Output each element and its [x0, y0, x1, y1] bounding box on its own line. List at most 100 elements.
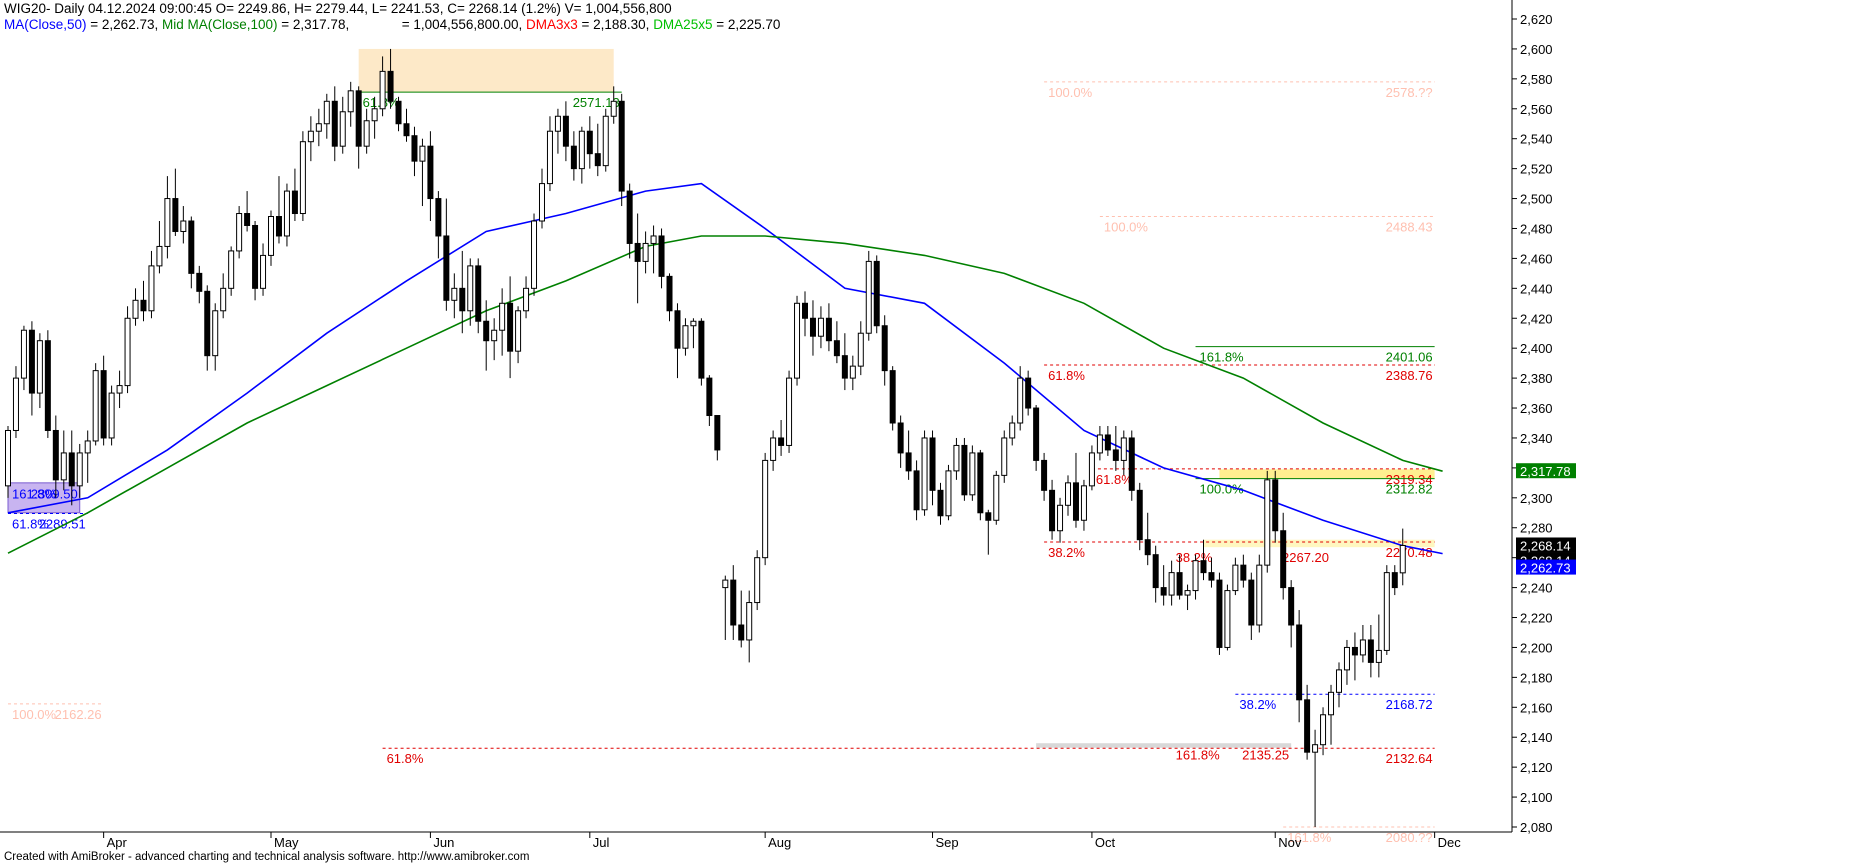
candle-body [188, 220, 195, 274]
candle-body [1120, 437, 1127, 461]
candle-body [809, 317, 816, 337]
candle-body [363, 120, 370, 147]
fib-level-pct: 61.8% [12, 517, 49, 532]
candle-body [690, 320, 697, 327]
y-tick-label: 2,500 [1520, 192, 1553, 207]
candle-body [459, 287, 466, 312]
price-marker-label: 2,262.73 [1520, 561, 1571, 576]
y-tick-label: 2,360 [1520, 401, 1553, 416]
y-tick-label: 2,540 [1520, 132, 1553, 147]
candle-body [132, 299, 139, 319]
candle-body [5, 429, 11, 487]
candle-body [1399, 544, 1406, 574]
candle-body [76, 452, 83, 487]
y-tick-label: 2,300 [1520, 491, 1553, 506]
candle-body [642, 242, 649, 262]
y-tick-label: 2,520 [1520, 162, 1553, 177]
candle-body [244, 213, 251, 226]
candle-body [905, 452, 912, 472]
y-tick-label: 2,420 [1520, 311, 1553, 326]
ma-line [7, 182, 1443, 555]
candle-body [403, 123, 410, 137]
candle-body [658, 235, 665, 277]
price-axis-bg [1512, 0, 1854, 868]
y-tick-label: 2,460 [1520, 251, 1553, 266]
candle-body [12, 377, 19, 431]
candle-body [626, 190, 633, 244]
candle-body [738, 624, 745, 641]
candle-body [299, 141, 306, 215]
candle-body [1335, 669, 1342, 693]
fib-level-pct: 38.2% [1048, 545, 1085, 560]
candle-body [1240, 564, 1247, 581]
candle-body [961, 444, 968, 496]
candle-body [68, 452, 75, 487]
x-month-label: Sep [936, 835, 959, 850]
x-month-label: Aug [768, 835, 791, 850]
candle-body [538, 183, 545, 222]
candle-body [180, 220, 187, 232]
dma25-label: DMA25x5 [653, 17, 713, 32]
candle-body [419, 145, 426, 162]
candle-body [889, 370, 896, 424]
candle-body [212, 310, 219, 357]
fib-level-pct: 161.8% [1176, 747, 1221, 762]
candle-body [666, 275, 673, 312]
ma100-label: Mid MA(Close,100) [161, 17, 278, 32]
candle-body [817, 317, 824, 337]
candle-body [1383, 572, 1390, 651]
candle-body [116, 385, 123, 394]
candle-body [164, 198, 171, 247]
fib-level-value: 2401.06 [1386, 350, 1433, 365]
fib-level-pct: 100.0% [1048, 85, 1093, 100]
candle-body [546, 130, 553, 185]
candle-body [698, 320, 705, 379]
candle-body [802, 302, 808, 319]
candle-body [849, 365, 856, 379]
fib-zone-0 [358, 48, 614, 93]
y-tick-label: 2,480 [1520, 221, 1553, 236]
fib-level-pct: 161.8% [1287, 830, 1332, 845]
fib-zone-1 [1219, 469, 1435, 479]
fib-level-value: 2162.26 [55, 707, 102, 722]
candle-body [1224, 590, 1231, 648]
candle-body [1168, 572, 1175, 596]
candle-body [618, 100, 625, 192]
fib-level-pct: 61.8% [1096, 472, 1133, 487]
candle-body [762, 459, 769, 559]
candle-body [1144, 539, 1151, 556]
x-month-label: Dec [1438, 835, 1462, 850]
footer-credit: Created with AmiBroker - advanced charti… [4, 851, 530, 863]
price-marker-label: 2,268.14 [1520, 538, 1571, 553]
candle-body [1136, 489, 1143, 541]
candle-body [140, 299, 147, 312]
candle-body [786, 377, 793, 446]
y-tick-label: 2,200 [1520, 640, 1553, 655]
candle-body [331, 100, 338, 147]
candle-body [1041, 459, 1048, 491]
candle-body [1009, 422, 1016, 439]
candle-body [1025, 377, 1032, 409]
candle-body [722, 579, 729, 589]
candle-body [148, 265, 155, 312]
candle-body [499, 302, 506, 331]
fib-level-value: 2578.?? [1386, 85, 1433, 100]
candle-body [682, 325, 689, 349]
candle-body [634, 242, 641, 262]
fib-level-value: 2080.?? [1386, 830, 1433, 845]
fib-level-pct: 100.0% [1200, 482, 1245, 497]
candle-body [315, 123, 322, 132]
candle-body [746, 602, 753, 641]
candle-body [20, 329, 27, 379]
candle-body [953, 444, 960, 472]
fib-level-value: 2135.25 [1242, 747, 1289, 762]
candle-body [427, 145, 434, 200]
candle-body [977, 452, 984, 514]
candle-body [929, 437, 936, 491]
candle-body [674, 310, 681, 349]
candle-body [220, 287, 227, 312]
fib-level-pct: 61.8% [387, 751, 424, 766]
candle-body [379, 70, 386, 110]
candle-body [730, 579, 737, 626]
